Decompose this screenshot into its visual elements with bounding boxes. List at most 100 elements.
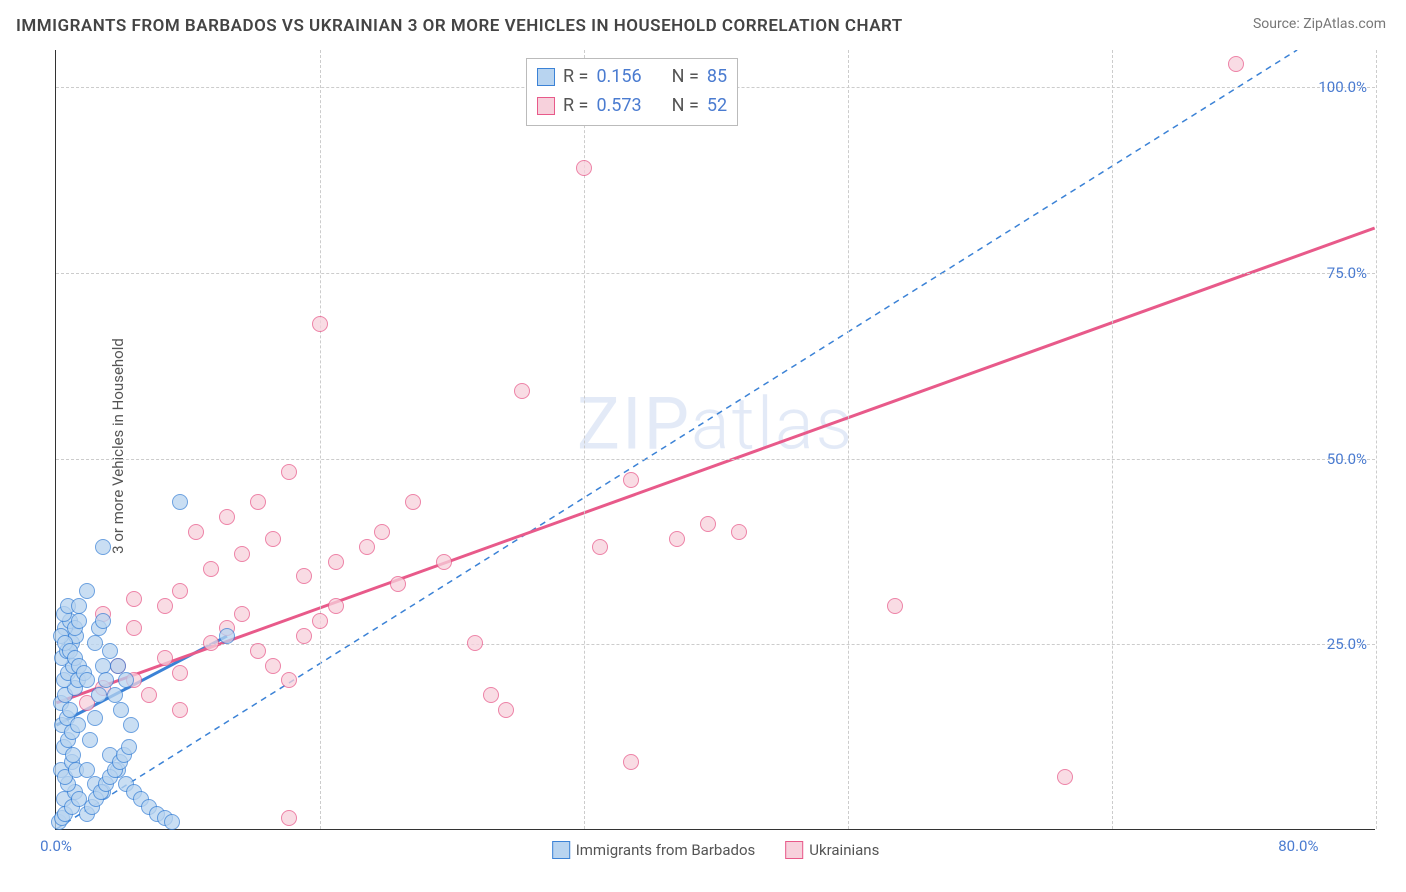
x-tick-label: 80.0% — [1278, 837, 1318, 855]
scatter-point — [623, 472, 639, 488]
scatter-point — [98, 672, 114, 688]
scatter-point — [1228, 56, 1244, 72]
legend-swatch — [785, 841, 803, 859]
scatter-point — [483, 687, 499, 703]
y-tick-label: 100.0% — [1318, 78, 1367, 96]
scatter-point — [498, 702, 514, 718]
scatter-point — [91, 687, 107, 703]
gridline-v — [1112, 50, 1113, 829]
scatter-point — [436, 554, 452, 570]
scatter-point — [188, 524, 204, 540]
scatter-point — [172, 494, 188, 510]
scatter-point — [281, 810, 297, 826]
scatter-point — [265, 658, 281, 674]
scatter-point — [87, 710, 103, 726]
scatter-point — [203, 635, 219, 651]
n-label: N = — [672, 63, 699, 92]
legend-item: Immigrants from Barbados — [552, 841, 756, 859]
scatter-point — [296, 568, 312, 584]
scatter-point — [70, 717, 86, 733]
n-label: N = — [672, 92, 699, 121]
scatter-point — [95, 613, 111, 629]
legend-stats-row: R = 0.573 N = 52 — [537, 92, 727, 121]
scatter-point — [592, 539, 608, 555]
scatter-point — [219, 509, 235, 525]
source-attribution: Source: ZipAtlas.com — [1253, 16, 1386, 32]
x-tick-label: 0.0% — [40, 837, 72, 855]
gridline-h — [56, 273, 1375, 274]
scatter-point — [887, 598, 903, 614]
scatter-point — [172, 702, 188, 718]
scatter-point — [95, 539, 111, 555]
trend-lines-layer — [56, 50, 1375, 829]
scatter-point — [234, 606, 250, 622]
legend-item: Ukrainians — [785, 841, 879, 859]
scatter-point — [467, 635, 483, 651]
r-label: R = — [563, 92, 588, 121]
scatter-point — [390, 576, 406, 592]
scatter-point — [79, 583, 95, 599]
scatter-point — [62, 702, 78, 718]
scatter-point — [141, 687, 157, 703]
scatter-point — [65, 747, 81, 763]
scatter-point — [219, 628, 235, 644]
scatter-point — [172, 665, 188, 681]
scatter-point — [250, 494, 266, 510]
scatter-point — [374, 524, 390, 540]
legend-label: Ukrainians — [809, 841, 879, 859]
legend-bottom: Immigrants from Barbados Ukrainians — [552, 841, 880, 859]
y-tick-label: 50.0% — [1327, 450, 1367, 468]
scatter-point — [250, 643, 266, 659]
scatter-point — [126, 591, 142, 607]
scatter-point — [312, 316, 328, 332]
scatter-point — [95, 658, 111, 674]
y-tick-label: 25.0% — [1327, 635, 1367, 653]
y-tick-label: 75.0% — [1327, 264, 1367, 282]
scatter-point — [123, 717, 139, 733]
scatter-point — [405, 494, 421, 510]
scatter-point — [669, 531, 685, 547]
legend-stats-row: R =0.156N =85 — [537, 63, 727, 92]
scatter-point — [157, 598, 173, 614]
scatter-point — [157, 650, 173, 666]
scatter-point — [1057, 769, 1073, 785]
scatter-point — [87, 635, 103, 651]
scatter-point — [576, 160, 592, 176]
scatter-point — [79, 672, 95, 688]
n-value: 52 — [707, 92, 727, 121]
scatter-point — [79, 762, 95, 778]
scatter-point — [71, 613, 87, 629]
legend-swatch — [537, 97, 555, 115]
scatter-point — [172, 583, 188, 599]
scatter-point — [102, 643, 118, 659]
scatter-point — [234, 546, 250, 562]
scatter-point — [107, 687, 123, 703]
chart-title: IMMIGRANTS FROM BARBADOS VS UKRAINIAN 3 … — [16, 16, 903, 36]
scatter-point — [731, 524, 747, 540]
scatter-point — [328, 554, 344, 570]
r-value: 0.573 — [596, 92, 641, 121]
r-label: R = — [563, 63, 588, 92]
scatter-point — [164, 814, 180, 830]
legend-swatch — [552, 841, 570, 859]
legend-stats: R =0.156N =85R =0.573N =52 — [526, 58, 738, 126]
scatter-point — [71, 598, 87, 614]
scatter-point — [121, 739, 137, 755]
scatter-point — [328, 598, 344, 614]
gridline-v — [320, 50, 321, 829]
scatter-point — [110, 658, 126, 674]
gridline-v — [1376, 50, 1377, 829]
gridline-h — [56, 459, 1375, 460]
scatter-point — [126, 620, 142, 636]
scatter-point — [113, 702, 129, 718]
scatter-point — [296, 628, 312, 644]
scatter-point — [265, 531, 281, 547]
scatter-point — [623, 754, 639, 770]
r-value: 0.156 — [596, 63, 641, 92]
gridline-v — [848, 50, 849, 829]
legend-label: Immigrants from Barbados — [576, 841, 756, 859]
scatter-point — [312, 613, 328, 629]
plot-area: ZIPatlas Immigrants from BarbadosUkraini… — [55, 50, 1375, 830]
scatter-point — [118, 672, 134, 688]
legend-swatch — [537, 68, 555, 86]
